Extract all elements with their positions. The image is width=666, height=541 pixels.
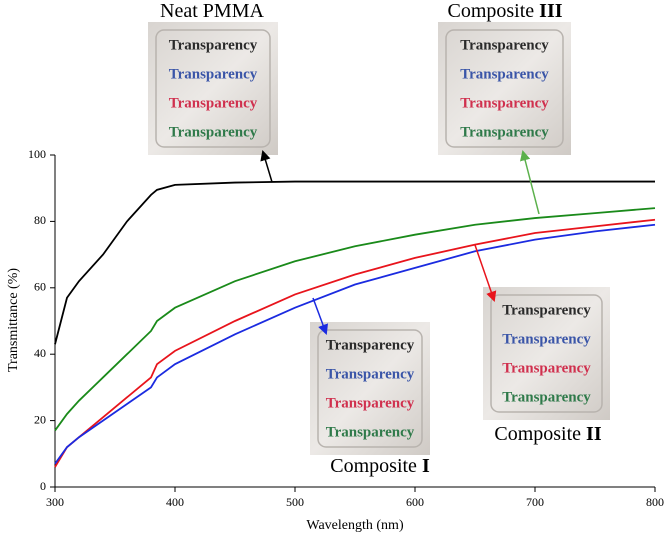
y-tick-label: 100 <box>28 147 46 161</box>
x-tick-label: 700 <box>526 495 544 509</box>
y-tick-label: 40 <box>34 346 46 360</box>
inset-text: Transparency <box>169 66 258 82</box>
inset-label-text: Composite <box>447 0 534 22</box>
arrow <box>312 297 328 335</box>
inset-text: Transparency <box>169 95 258 111</box>
x-tick-label: 500 <box>286 495 304 509</box>
inset-glass <box>155 29 271 148</box>
inset-glass <box>490 294 603 413</box>
inset-text: Transparency <box>326 337 415 353</box>
inset-photo <box>310 322 430 455</box>
arrow <box>520 149 540 215</box>
inset-photo <box>148 22 278 155</box>
series-line <box>54 218 656 468</box>
inset-label-numeral: III <box>539 0 563 22</box>
x-tick-label: 600 <box>406 495 424 509</box>
y-tick-label: 60 <box>34 280 46 294</box>
series-line <box>54 180 655 345</box>
inset-text: Transparency <box>502 302 591 318</box>
inset-text: Transparency <box>460 95 549 111</box>
inset-label-text: Composite <box>330 455 417 477</box>
x-axis-title: Wavelength (nm) <box>306 518 404 533</box>
series-line <box>54 207 656 432</box>
x-tick-label: 400 <box>166 495 184 509</box>
inset-label: Composite I <box>330 455 430 477</box>
inset-text: Transparency <box>326 395 415 411</box>
y-tick-label: 0 <box>40 479 46 493</box>
inset-glass <box>445 29 564 148</box>
inset-label-numeral: II <box>586 423 602 445</box>
inset-text: Transparency <box>460 37 549 53</box>
inset-label: Neat PMMA <box>160 0 264 22</box>
inset-photo <box>438 22 571 155</box>
y-tick-label: 20 <box>34 412 46 426</box>
inset-label: Composite III <box>447 0 562 22</box>
inset-text: Transparency <box>502 389 591 405</box>
x-tick-label: 800 <box>646 495 664 509</box>
inset-text: Transparency <box>502 331 591 347</box>
inset-text: Transparency <box>460 124 549 140</box>
inset-photo <box>483 287 610 420</box>
inset-text: Transparency <box>460 66 549 82</box>
inset-text: Transparency <box>169 37 258 53</box>
series-line <box>54 223 656 465</box>
inset-text: Transparency <box>502 360 591 376</box>
inset-glass <box>317 329 423 448</box>
inset-text: Transparency <box>326 366 415 382</box>
inset-label: Composite II <box>494 423 601 445</box>
inset-label-text: Neat PMMA <box>160 0 264 22</box>
arrow <box>260 149 273 183</box>
y-axis-title: Transmittance (%) <box>6 268 21 372</box>
y-tick-label: 80 <box>34 213 46 227</box>
x-tick-label: 300 <box>46 495 64 509</box>
arrow <box>474 244 497 302</box>
inset-text: Transparency <box>169 124 258 140</box>
inset-text: Transparency <box>326 424 415 440</box>
inset-label-text: Composite <box>494 423 581 445</box>
inset-label-numeral: I <box>422 455 430 477</box>
